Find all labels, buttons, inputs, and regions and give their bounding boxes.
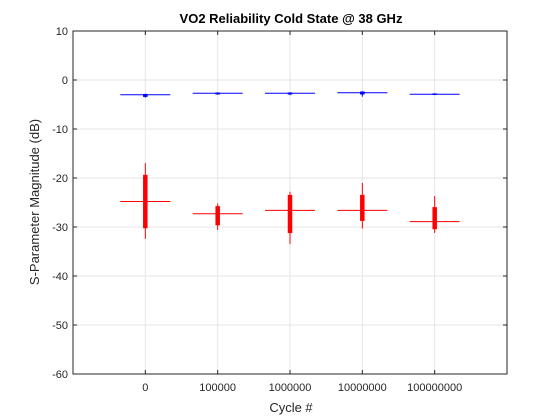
y-axis-label: S-Parameter Magnitude (dB) [27, 119, 42, 285]
box-body [215, 206, 220, 226]
y-tick-label: -60 [52, 369, 68, 381]
x-tick-label: 1000000 [269, 382, 312, 394]
y-tick-label: 0 [62, 75, 68, 87]
x-tick-label: 100000 [199, 382, 236, 394]
x-tick-label: 0 [142, 382, 148, 394]
x-tick-label: 10000000 [338, 382, 387, 394]
y-tick-label: -20 [52, 173, 68, 185]
x-axis-label: Cycle # [269, 400, 313, 415]
chart-title: VO2 Reliability Cold State @ 38 GHz [180, 11, 403, 26]
box-body [360, 194, 365, 221]
y-tick-label: -10 [52, 124, 68, 136]
box-body [432, 207, 437, 230]
x-tick-label: 100000000 [407, 382, 462, 394]
plot-area: 10 0 -10 -20 -30 -40 -50 -60 0 100000 1000000 10000… [52, 26, 508, 394]
y-tick-label: 10 [56, 26, 68, 38]
y-tick-label: -50 [52, 320, 68, 332]
box-body [287, 194, 293, 234]
y-tick-label: -40 [52, 271, 68, 283]
y-tick-label: -30 [52, 222, 68, 234]
